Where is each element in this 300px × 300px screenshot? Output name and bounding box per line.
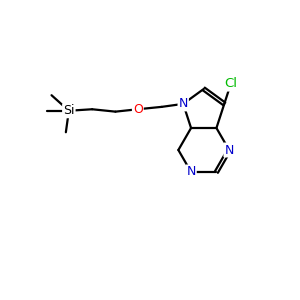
Text: N: N bbox=[224, 143, 234, 157]
Text: N: N bbox=[186, 166, 196, 178]
Text: O: O bbox=[133, 103, 143, 116]
Text: Si: Si bbox=[63, 104, 75, 117]
Text: Cl: Cl bbox=[224, 77, 237, 91]
Text: N: N bbox=[178, 98, 188, 110]
